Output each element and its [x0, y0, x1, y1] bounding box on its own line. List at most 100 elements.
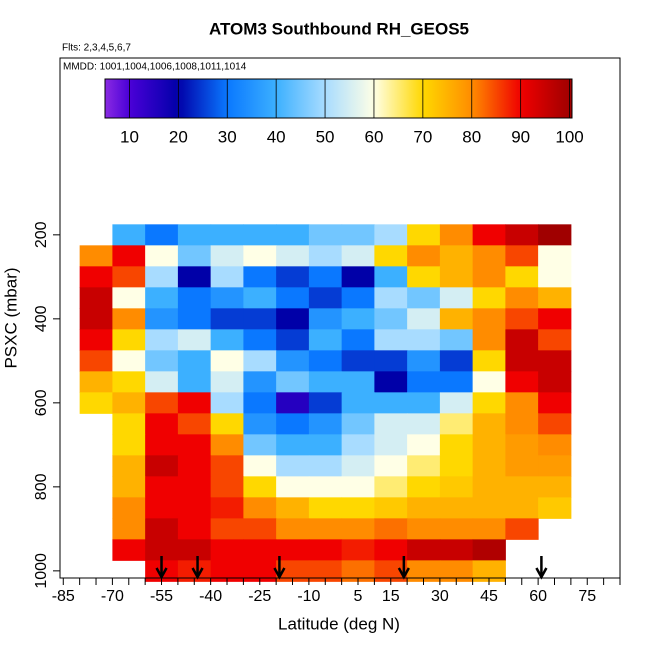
heat-cell	[308, 392, 343, 414]
heat-cell	[439, 224, 474, 246]
heat-cell	[538, 308, 572, 330]
heat-cell	[112, 266, 146, 288]
y-axis-label: PSXC (mbar)	[1, 267, 20, 368]
heat-cell	[439, 329, 474, 351]
heat-cell	[374, 392, 408, 414]
arrow	[273, 556, 286, 580]
heat-cell	[243, 560, 277, 582]
heat-cell	[276, 560, 310, 582]
heat-cell	[177, 287, 212, 309]
heat-cell	[210, 392, 244, 414]
heat-cell	[472, 287, 506, 309]
heat-cell	[538, 413, 572, 435]
heat-cell	[145, 539, 179, 561]
y-tick-label: 800	[33, 473, 50, 500]
colorbar	[104, 78, 573, 119]
heat-cell	[308, 560, 343, 582]
heat-cell	[374, 371, 408, 393]
heat-cell	[79, 266, 113, 288]
colorbar-tick-label: 50	[316, 127, 335, 146]
heat-cell	[341, 371, 375, 393]
x-tick-label: -70	[101, 588, 124, 605]
heat-cell	[177, 329, 212, 351]
heat-cell	[374, 329, 408, 351]
heat-cell	[472, 539, 506, 561]
heat-cell	[538, 434, 572, 456]
heat-cell	[308, 308, 343, 330]
heat-cell	[210, 371, 244, 393]
heat-cell	[472, 224, 506, 246]
heat-cell	[276, 287, 310, 309]
heat-cell	[276, 413, 310, 435]
heat-cell	[177, 371, 212, 393]
heat-cell	[177, 518, 212, 540]
x-tick-label: 30	[431, 588, 449, 605]
heat-cell	[439, 455, 474, 477]
heat-cell	[145, 329, 179, 351]
heat-cell	[374, 560, 408, 582]
heat-cell	[276, 539, 310, 561]
heat-cell	[210, 329, 244, 351]
heat-cell	[308, 371, 343, 393]
heat-cell	[374, 266, 408, 288]
heat-cell	[407, 497, 441, 519]
heat-cell	[112, 245, 146, 267]
heat-cell	[407, 476, 441, 498]
heat-cell	[439, 287, 474, 309]
heat-cell	[79, 308, 113, 330]
heat-cell	[308, 329, 343, 351]
heat-cell	[145, 350, 179, 372]
heat-cell	[145, 266, 179, 288]
heat-cell	[472, 560, 506, 582]
heat-cell	[145, 455, 179, 477]
heat-cell	[341, 350, 375, 372]
heat-cell	[341, 539, 375, 561]
heat-cell	[79, 350, 113, 372]
heat-cell	[374, 413, 408, 435]
heat-cell	[505, 476, 539, 498]
heat-cell	[145, 287, 179, 309]
heat-cell	[210, 413, 244, 435]
heat-cell	[243, 497, 277, 519]
heat-cell	[243, 350, 277, 372]
heat-cell	[112, 476, 146, 498]
heat-cell	[210, 350, 244, 372]
heat-cell	[276, 476, 310, 498]
heat-cell	[145, 518, 179, 540]
heat-cell	[112, 455, 146, 477]
colorbar-tick-label: 70	[413, 127, 432, 146]
heat-cell	[407, 539, 441, 561]
heat-cell	[243, 539, 277, 561]
heat-cell	[177, 392, 212, 414]
arrow	[535, 556, 548, 580]
heat-cell	[407, 518, 441, 540]
colorbar-tick-label: 90	[511, 127, 530, 146]
heat-cell	[210, 560, 244, 582]
heat-cell	[112, 287, 146, 309]
heat-cell	[341, 329, 375, 351]
heat-cell	[439, 392, 474, 414]
heat-cell	[79, 392, 113, 414]
heat-cell	[210, 266, 244, 288]
heat-cell	[374, 518, 408, 540]
heat-cell	[79, 329, 113, 351]
heat-cell	[505, 497, 539, 519]
heat-cell	[341, 455, 375, 477]
heat-cell	[341, 434, 375, 456]
x-tick-label: -40	[199, 588, 222, 605]
heat-cell	[472, 392, 506, 414]
heat-cell	[472, 434, 506, 456]
x-tick-label: 45	[480, 588, 498, 605]
heat-cell	[341, 413, 375, 435]
y-tick-label: 600	[33, 389, 50, 416]
heat-cell	[243, 518, 277, 540]
heat-cell	[308, 266, 343, 288]
heat-cell	[407, 371, 441, 393]
heat-cell	[374, 455, 408, 477]
heat-cell	[374, 224, 408, 246]
heat-cell	[210, 434, 244, 456]
y-tick-label: 400	[33, 305, 50, 332]
heat-cell	[439, 245, 474, 267]
heat-cell	[472, 476, 506, 498]
colorbar-tick-label: 20	[169, 127, 188, 146]
